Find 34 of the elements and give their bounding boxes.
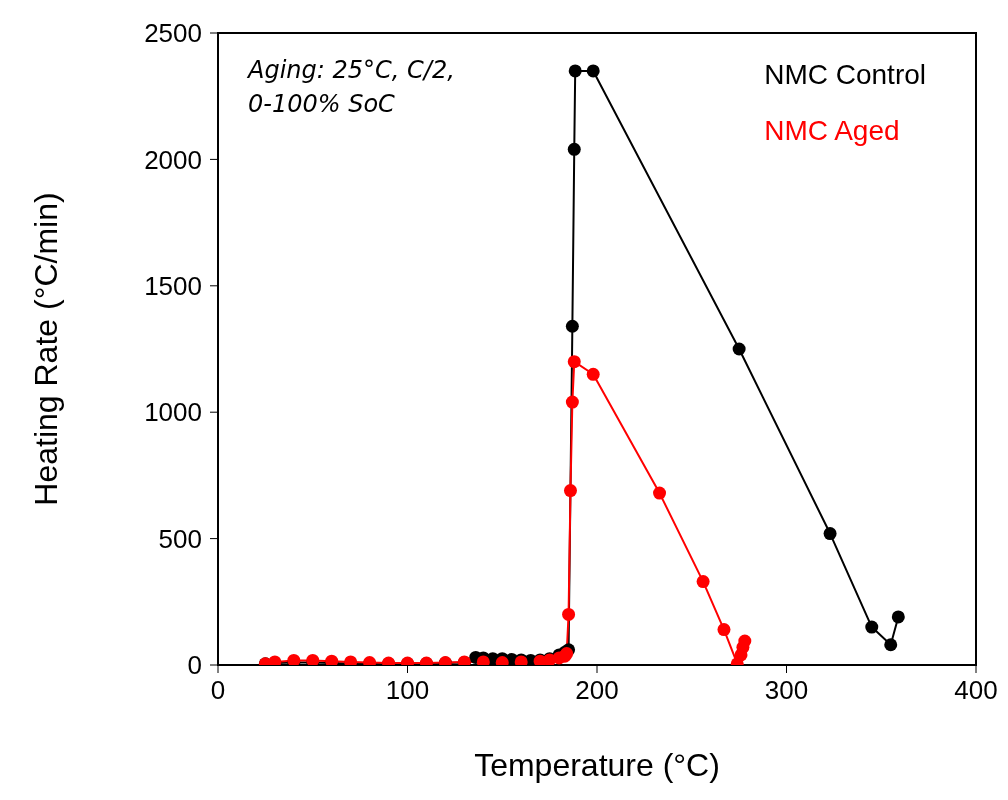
- text: NMC Aged: [764, 114, 901, 148]
- point: [696, 575, 710, 589]
- point: [565, 319, 579, 333]
- point: [717, 623, 731, 637]
- point: [567, 355, 581, 369]
- x-tick-label: 200: [575, 675, 619, 706]
- y-tick-label: 2000: [144, 144, 202, 175]
- x-axis-title: Temperature (°C): [474, 747, 720, 783]
- y-tick-label: 1000: [144, 397, 202, 428]
- annotation: Aging: 25°C, C/2, 0-100% SoC: [248, 55, 456, 120]
- point: [732, 342, 746, 356]
- point: [568, 64, 582, 78]
- x-tick-label: 300: [764, 675, 809, 706]
- point: [653, 486, 667, 500]
- point: [562, 607, 576, 621]
- y-axis-title: Heating Rate (°C/min): [28, 192, 65, 506]
- point: [565, 395, 579, 409]
- point: [738, 634, 752, 648]
- x-tick-label: 100: [385, 675, 430, 706]
- y-tick-label: 1500: [144, 271, 202, 302]
- point: [823, 527, 837, 541]
- point: [586, 367, 600, 381]
- point: [865, 620, 879, 634]
- x-tick-label: 400: [954, 675, 998, 706]
- point: [563, 484, 577, 498]
- y-tick-label: 500: [158, 523, 202, 554]
- y-tick-label: 2500: [144, 18, 202, 49]
- point: [567, 142, 581, 156]
- point: [586, 64, 600, 78]
- y-tick-label: 0: [187, 650, 202, 681]
- point: [884, 638, 898, 652]
- text: NMC Control: [764, 58, 926, 92]
- x-tick-label: 0: [210, 675, 226, 706]
- point: [891, 610, 905, 624]
